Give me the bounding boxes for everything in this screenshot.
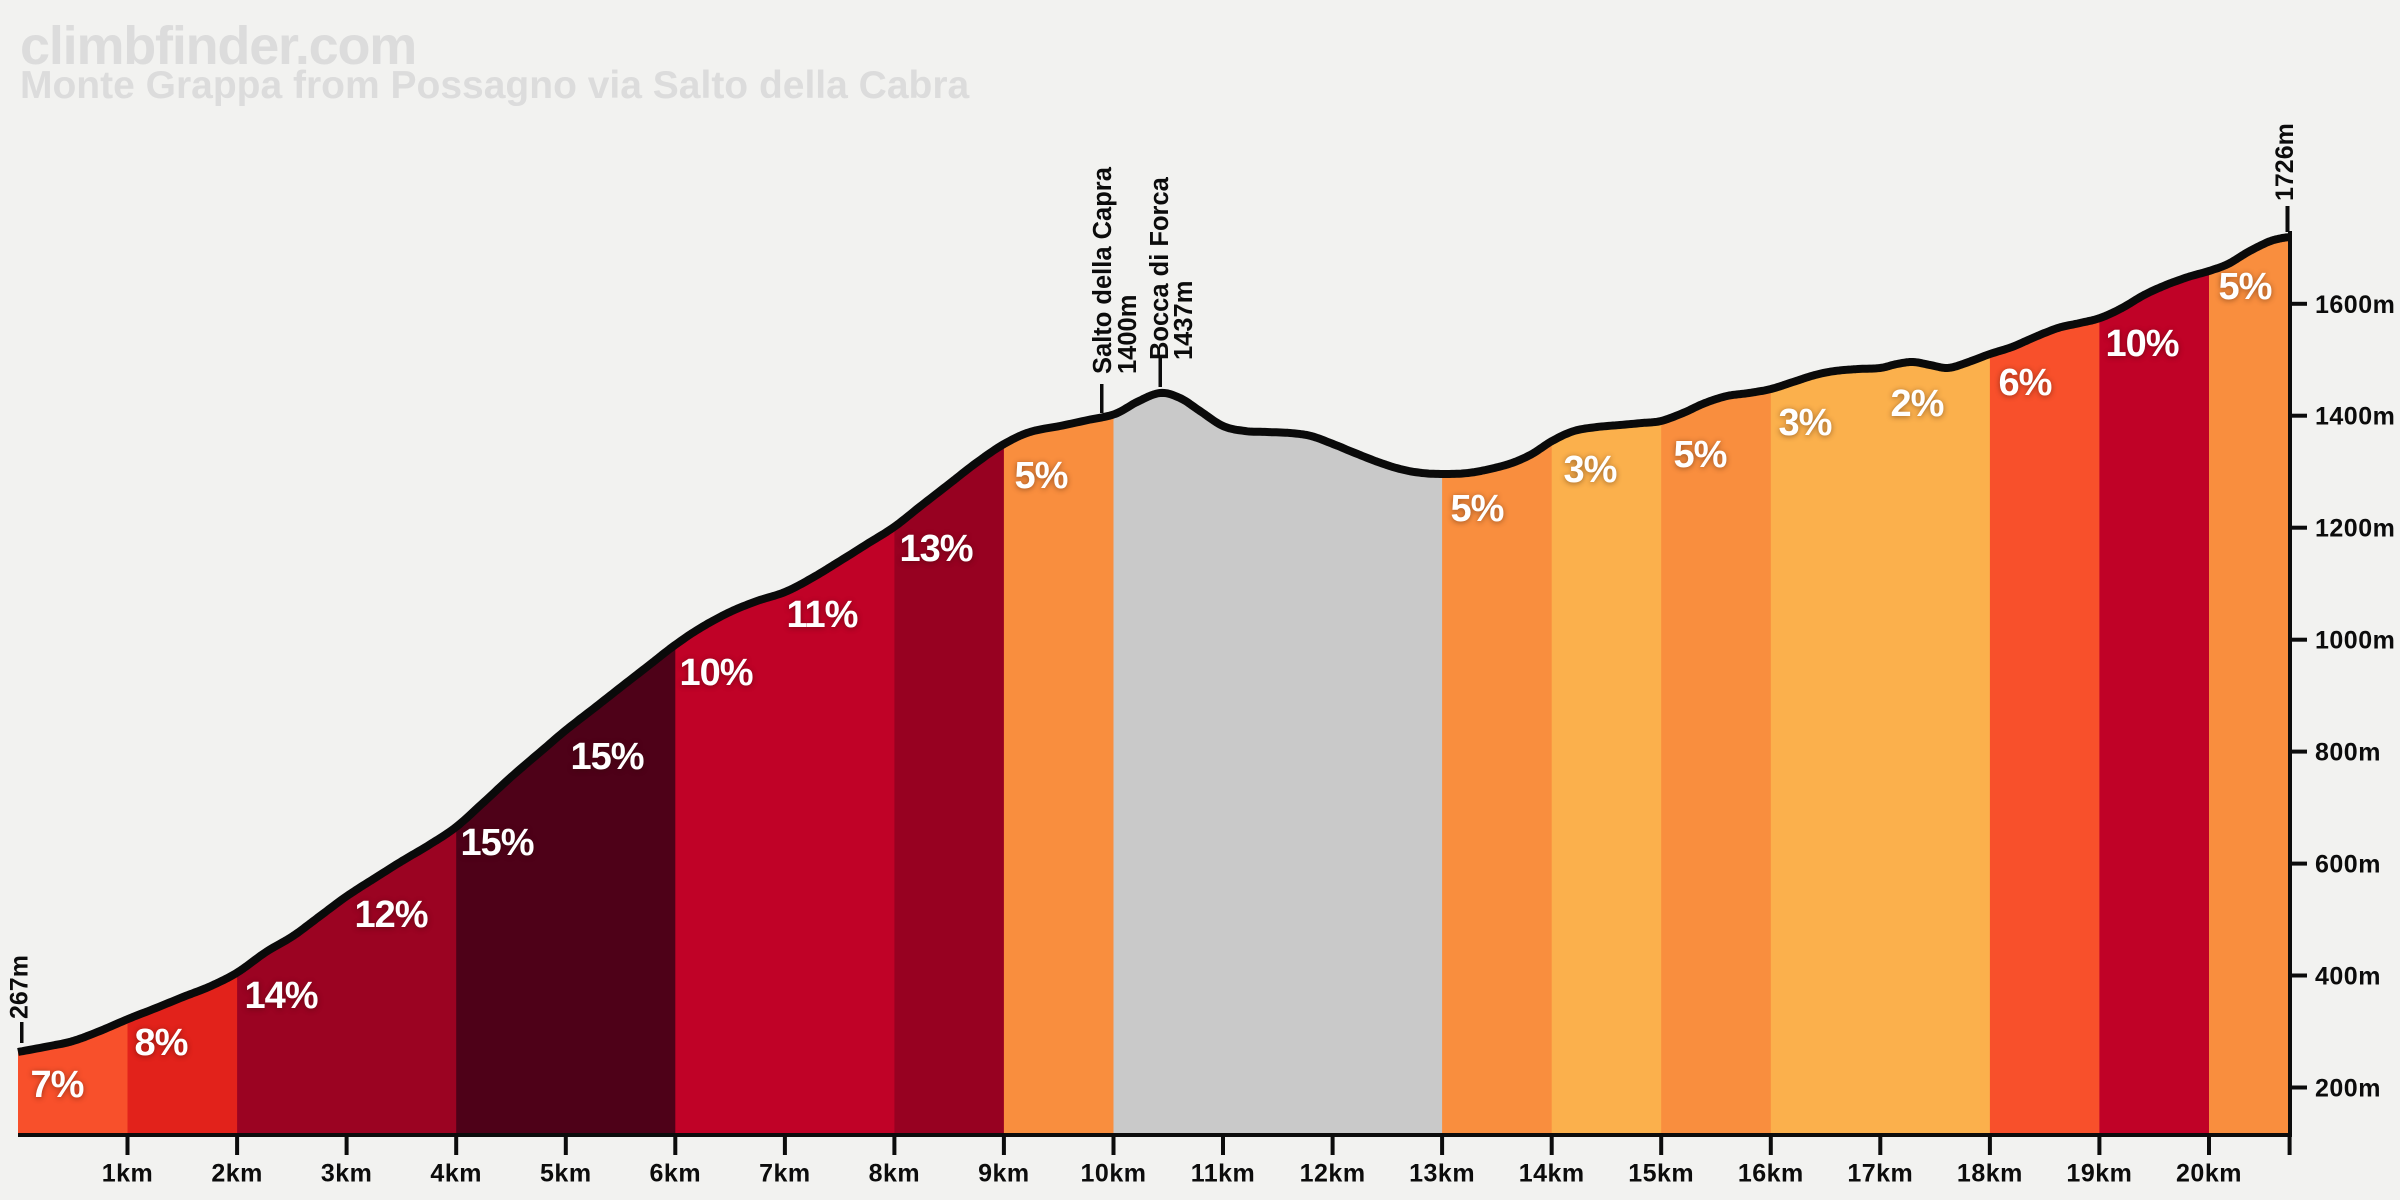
svg-text:800m: 800m	[2315, 739, 2381, 767]
svg-text:13km: 13km	[1409, 1160, 1475, 1188]
svg-text:Bocca di Forca: Bocca di Forca	[1146, 176, 1174, 360]
svg-text:climbfinder.com: climbfinder.com	[20, 16, 416, 76]
svg-text:1400m: 1400m	[2315, 403, 2395, 431]
svg-text:1000m: 1000m	[2315, 627, 2395, 655]
svg-text:10%: 10%	[679, 652, 752, 694]
svg-text:400m: 400m	[2315, 963, 2381, 991]
svg-text:14km: 14km	[1519, 1160, 1585, 1188]
svg-text:12%: 12%	[354, 894, 427, 936]
svg-text:8%: 8%	[135, 1022, 188, 1064]
svg-text:6km: 6km	[650, 1160, 702, 1188]
svg-text:6%: 6%	[1999, 362, 2052, 404]
svg-text:2%: 2%	[1891, 383, 1944, 425]
svg-text:19km: 19km	[2066, 1160, 2132, 1188]
svg-text:10km: 10km	[1081, 1160, 1147, 1188]
svg-text:5%: 5%	[1015, 455, 1068, 497]
svg-text:5%: 5%	[1451, 488, 1504, 530]
svg-text:7%: 7%	[31, 1064, 84, 1106]
svg-text:2km: 2km	[211, 1160, 263, 1188]
svg-text:200m: 200m	[2315, 1075, 2381, 1103]
svg-text:15%: 15%	[460, 822, 533, 864]
svg-text:10%: 10%	[2105, 323, 2178, 365]
svg-text:18km: 18km	[1957, 1160, 2023, 1188]
svg-text:5%: 5%	[2219, 266, 2272, 308]
svg-text:4km: 4km	[430, 1160, 482, 1188]
svg-text:267m: 267m	[6, 955, 34, 1019]
svg-text:1km: 1km	[102, 1160, 154, 1188]
svg-text:15%: 15%	[570, 736, 643, 778]
svg-text:1437m: 1437m	[1170, 281, 1198, 360]
svg-text:20km: 20km	[2176, 1160, 2242, 1188]
svg-text:8km: 8km	[869, 1160, 921, 1188]
svg-text:Salto della Capra: Salto della Capra	[1089, 166, 1117, 374]
svg-text:14%: 14%	[244, 975, 317, 1017]
svg-text:9km: 9km	[978, 1160, 1030, 1188]
svg-text:1600m: 1600m	[2315, 291, 2395, 319]
svg-text:1726m: 1726m	[2271, 123, 2299, 201]
svg-text:16km: 16km	[1738, 1160, 1804, 1188]
svg-text:13%: 13%	[899, 528, 972, 570]
svg-text:3%: 3%	[1779, 402, 1832, 444]
svg-text:17km: 17km	[1847, 1160, 1913, 1188]
svg-text:5%: 5%	[1674, 434, 1727, 476]
svg-text:7km: 7km	[759, 1160, 811, 1188]
svg-text:5km: 5km	[540, 1160, 592, 1188]
svg-text:11%: 11%	[787, 594, 858, 636]
svg-text:11km: 11km	[1191, 1160, 1256, 1188]
svg-text:1200m: 1200m	[2315, 515, 2395, 543]
svg-text:600m: 600m	[2315, 851, 2381, 879]
svg-text:3km: 3km	[321, 1160, 373, 1188]
svg-text:Monte Grappa from Possagno via: Monte Grappa from Possagno via Salto del…	[20, 64, 970, 107]
svg-text:1400m: 1400m	[1114, 295, 1142, 374]
svg-text:15km: 15km	[1628, 1160, 1694, 1188]
svg-text:12km: 12km	[1300, 1160, 1366, 1188]
svg-text:3%: 3%	[1564, 449, 1617, 491]
